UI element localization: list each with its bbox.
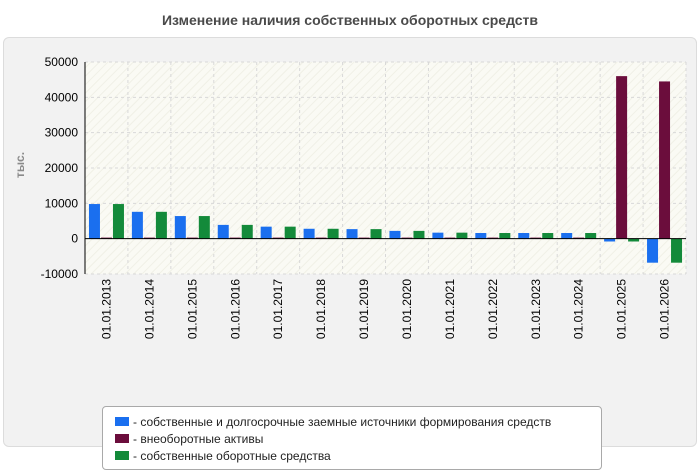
bar-1-01.01.2014 — [131, 211, 143, 239]
x-tick-label: 01.01.2015 — [185, 279, 199, 339]
x-tick-label: 01.01.2019 — [357, 279, 371, 339]
x-tick-label: 01.01.2025 — [615, 279, 629, 339]
chart-plot: -10000 0 10000 20000 30000 40000 50000 01.01.20… — [13, 55, 687, 339]
bar-1-01.01.2015 — [174, 216, 186, 239]
chart-legend: - собственные и долгосрочные заемные ист… — [102, 406, 602, 470]
bar-2-01.01.2021 — [444, 237, 456, 239]
bar-1-01.01.2016 — [217, 224, 229, 239]
bar-2-01.01.2013 — [100, 237, 112, 239]
bar-3-01.01.2017 — [284, 226, 296, 239]
bar-3-01.01.2023 — [542, 233, 554, 239]
bar-1-01.01.2026 — [647, 238, 659, 263]
bar-2-01.01.2017 — [272, 237, 284, 239]
legend-item: - собственные и долгосрочные заемные ист… — [115, 413, 601, 430]
x-tick-label: 01.01.2023 — [529, 279, 543, 339]
bar-3-01.01.2024 — [585, 233, 597, 239]
bar-3-01.01.2015 — [198, 216, 210, 239]
y-axis-label: тыс. — [13, 152, 27, 178]
bar-3-01.01.2013 — [112, 204, 124, 239]
x-tick-label: 01.01.2026 — [658, 279, 672, 339]
x-tick-label: 01.01.2013 — [99, 279, 113, 339]
legend-label: - собственные и долгосрочные заемные ист… — [133, 414, 552, 429]
bar-2-01.01.2018 — [315, 237, 327, 239]
bar-3-01.01.2025 — [628, 238, 640, 242]
chart-panel: -10000 0 10000 20000 30000 40000 50000 01.01.20… — [3, 37, 697, 470]
bar-3-01.01.2019 — [370, 229, 382, 239]
x-tick-label: 01.01.2016 — [228, 279, 242, 339]
x-tick-label: 01.01.2021 — [443, 279, 457, 339]
legend-label: - собственные оборотные средства — [133, 448, 331, 463]
y-tick-label: 20000 — [45, 161, 79, 175]
x-tick-label: 01.01.2018 — [314, 279, 328, 339]
bar-1-01.01.2021 — [432, 232, 444, 239]
y-tick-label: 40000 — [45, 90, 79, 104]
bar-2-01.01.2020 — [401, 237, 413, 239]
legend-item: - внеоборотные активы — [115, 430, 601, 447]
bar-2-01.01.2014 — [143, 237, 155, 239]
bar-2-01.01.2026 — [659, 81, 671, 239]
bar-1-01.01.2023 — [518, 233, 530, 239]
bar-3-01.01.2022 — [499, 233, 511, 239]
bar-1-01.01.2022 — [475, 233, 487, 239]
legend-swatch — [115, 417, 129, 426]
bar-1-01.01.2019 — [346, 229, 358, 239]
bar-2-01.01.2024 — [573, 237, 585, 239]
bar-2-01.01.2019 — [358, 237, 370, 239]
x-tick-label: 01.01.2024 — [572, 279, 586, 339]
bar-3-01.01.2014 — [155, 211, 167, 239]
x-tick-label: 01.01.2022 — [486, 279, 500, 339]
y-tick-label: 0 — [71, 232, 78, 246]
bar-1-01.01.2017 — [260, 226, 272, 239]
bar-2-01.01.2015 — [186, 237, 198, 239]
x-tick-label: 01.01.2014 — [142, 279, 156, 339]
bar-1-01.01.2018 — [303, 228, 315, 239]
bar-2-01.01.2016 — [229, 237, 241, 239]
bar-3-01.01.2018 — [327, 228, 339, 239]
y-tick-label: -10000 — [41, 267, 79, 281]
y-tick-label: 30000 — [45, 126, 79, 140]
bar-2-01.01.2025 — [616, 76, 628, 239]
x-tick-label: 01.01.2020 — [400, 279, 414, 339]
legend-label: - внеоборотные активы — [133, 431, 264, 446]
bar-1-01.01.2024 — [561, 233, 573, 239]
bar-1-01.01.2013 — [88, 204, 100, 239]
bar-1-01.01.2020 — [389, 230, 401, 239]
bar-3-01.01.2026 — [671, 238, 683, 263]
y-tick-label: 10000 — [45, 196, 79, 210]
bar-2-01.01.2023 — [530, 237, 542, 239]
legend-swatch — [115, 434, 129, 443]
chart-title: Изменение наличия собственных оборотных … — [161, 12, 539, 28]
bar-1-01.01.2025 — [604, 238, 616, 242]
bar-2-01.01.2022 — [487, 237, 499, 239]
bar-3-01.01.2016 — [241, 224, 253, 239]
bar-3-01.01.2020 — [413, 230, 425, 239]
x-tick-label: 01.01.2017 — [271, 279, 285, 339]
y-tick-label: 50000 — [45, 55, 79, 69]
legend-swatch — [115, 451, 129, 460]
bar-3-01.01.2021 — [456, 232, 468, 239]
